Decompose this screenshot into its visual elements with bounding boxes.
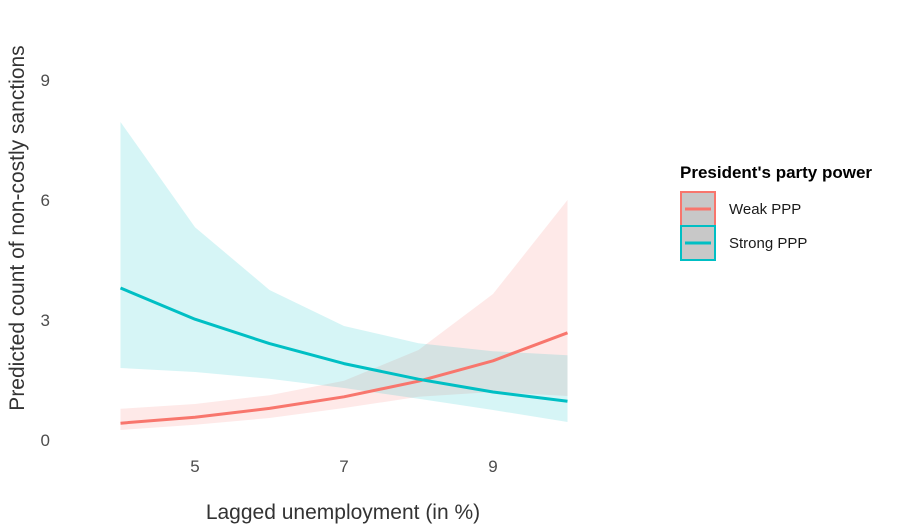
series-lines [119,286,569,425]
legend-title: President's party power [680,163,872,182]
legend-label: Weak PPP [729,201,801,218]
legend-item-weak-ppp: Weak PPP [680,191,801,227]
y-tick-label: 3 [41,311,50,330]
confidence-band-strong-ppp [120,122,568,422]
y-tick-label: 9 [41,71,50,90]
x-tick-label: 9 [488,457,497,476]
y-tick-label: 6 [41,191,50,210]
legend-label: Strong PPP [729,235,807,252]
x-tick-label: 5 [190,457,199,476]
x-axis-title: Lagged unemployment (in %) [206,501,480,524]
y-axis-ticks: 0 3 6 9 [41,71,50,450]
x-tick-label: 7 [339,457,348,476]
series-line-weak-ppp [120,331,569,425]
legend-item-strong-ppp: Strong PPP [680,225,807,261]
x-axis-ticks: 5 7 9 [190,457,498,476]
legend: President's party power Weak PPP Strong P… [680,163,872,261]
confidence-bands [120,122,568,430]
series-line-strong-ppp [119,286,568,403]
y-axis-title: Predicted count of non-costly sanctions [6,45,29,410]
y-tick-label: 0 [41,431,50,450]
